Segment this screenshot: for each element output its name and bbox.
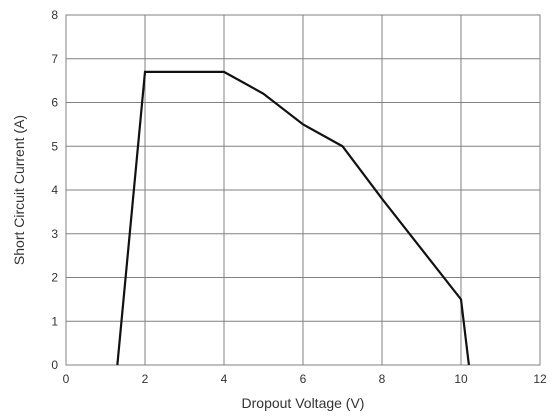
y-tick-label: 7 — [51, 52, 58, 66]
x-axis-label: Dropout Voltage (V) — [242, 395, 365, 411]
y-tick-label: 6 — [51, 96, 58, 110]
x-tick-label: 0 — [63, 372, 70, 386]
y-tick-label: 5 — [51, 139, 58, 153]
x-tick-label: 4 — [221, 372, 228, 386]
y-tick-label: 2 — [51, 271, 58, 285]
x-tick-label: 12 — [533, 372, 547, 386]
y-tick-labels: 0 1 2 3 4 5 6 7 8 — [51, 8, 58, 372]
y-tick-label: 8 — [51, 8, 58, 22]
x-tick-label: 8 — [379, 372, 386, 386]
series-layer — [116, 70, 470, 366]
gridlines — [65, 14, 541, 366]
y-tick-label: 4 — [51, 183, 58, 197]
x-tick-label: 10 — [454, 372, 468, 386]
series-line — [116, 70, 470, 366]
y-tick-label: 1 — [51, 314, 58, 328]
x-tick-label: 2 — [142, 372, 149, 386]
y-axis-label: Short Circuit Current (A) — [11, 115, 27, 265]
y-tick-label: 3 — [51, 227, 58, 241]
x-tick-label: 6 — [300, 372, 307, 386]
y-tick-label: 0 — [51, 358, 58, 372]
x-tick-labels: 0 2 4 6 8 10 12 — [63, 372, 547, 386]
plot-frame — [65, 14, 541, 366]
